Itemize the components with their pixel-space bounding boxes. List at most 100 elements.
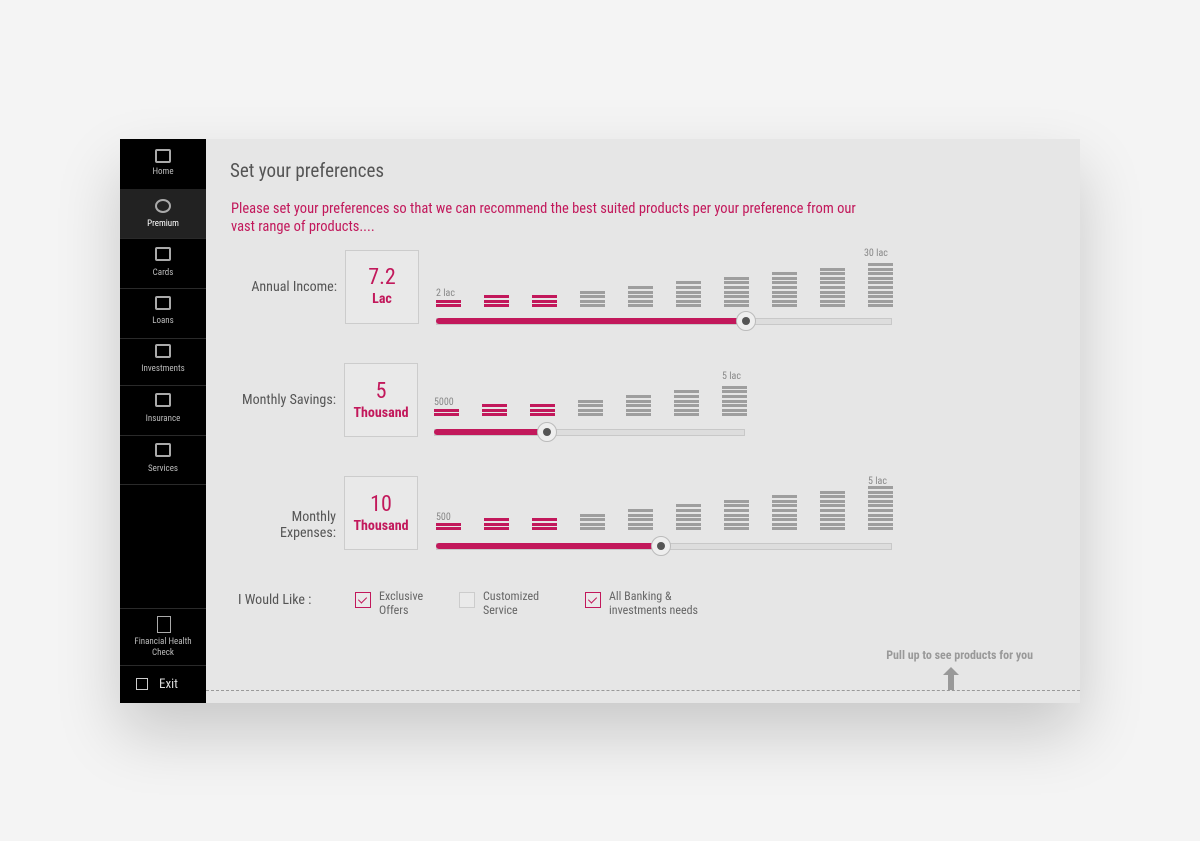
dashed-line [206,690,1080,691]
stack-bar [772,272,797,276]
nav-item[interactable]: Loans [152,316,174,326]
stack-bar [628,513,653,517]
stack-bar [722,413,747,417]
stack-bar [820,276,845,280]
stack-bar [724,281,749,285]
stack-bar [772,304,797,308]
exit[interactable]: Exit [159,677,178,692]
stack-bar [676,527,701,531]
stack-bar [724,304,749,308]
stack-bar [772,281,797,285]
stack-bar [676,304,701,308]
stack-bar [530,404,555,408]
stack-bar [676,518,701,522]
stack-bar [724,509,749,512]
stack-bar [578,399,603,403]
stack-bar [676,513,701,517]
stack-bar [434,408,459,412]
stack-bar [626,395,651,398]
checkbox[interactable] [585,592,601,608]
slider-handle[interactable] [537,422,557,442]
stack-bar [820,504,845,508]
min-label: 2 lac [436,288,455,299]
stack-bar [724,504,749,508]
stack-bar [578,408,603,412]
option-label[interactable]: Customized Service [483,589,540,617]
checkbox[interactable] [355,592,371,608]
min-label: 500 [436,512,451,523]
stack-bar [820,527,845,531]
panel [120,139,1080,703]
stack-bar [724,276,749,280]
handle-dot [657,542,665,550]
stack-bar [868,286,893,289]
nav-icon [155,199,171,213]
max-label: 5 lac [868,476,887,487]
stack-bar [676,509,701,512]
stack-bar [580,295,605,299]
stack-bar [868,263,893,266]
nav-item[interactable]: Cards [152,268,174,278]
stack-bar [820,490,845,494]
stack-bar [868,490,893,494]
checkbox[interactable] [459,592,475,608]
separator [120,608,206,609]
stack-bar [436,304,461,308]
nav-item[interactable]: Insurance [145,414,181,424]
stack-bar [532,527,557,531]
stack-bar [674,399,699,403]
max-label: 30 lac [864,248,888,259]
slider-handle[interactable] [651,536,671,556]
min-label: 5000 [434,397,454,408]
track-fill [434,429,547,435]
stack-bar [580,527,605,531]
stack-bar [674,408,699,412]
stack-bar [676,522,701,526]
stack-bar [434,413,459,417]
stack-bar [674,390,699,394]
nav-icon [155,149,171,163]
stack-bar [676,504,701,508]
handle-dot [742,317,750,325]
stack-bar [820,513,845,517]
option-label[interactable]: Exclusive Offers [379,589,424,617]
stack-bar [532,522,557,526]
intro: Please set your preferences so that we c… [231,200,856,235]
nav-item[interactable]: Services [147,464,179,474]
stack-bar [820,499,845,503]
stack-bar [724,295,749,299]
option-label[interactable]: All Banking & investments needs [609,589,699,617]
stack-bar [626,413,651,417]
stack-bar [772,509,797,512]
slider-label: Annual Income: [251,279,337,295]
stack-bar [868,304,893,308]
track-fill [436,543,661,549]
nav-icon [155,344,171,358]
unit: Lac [372,291,392,307]
stack-bar [868,509,893,512]
stack-bar [820,295,845,299]
stack-bar [580,290,605,294]
stack-bar [676,281,701,285]
stack-bar [482,404,507,408]
nav-item[interactable]: Home [152,167,174,177]
stack-bar [532,299,557,303]
health-check[interactable]: Financial Health Check [134,637,192,658]
nav-item[interactable]: Investments [141,364,185,374]
stack-bar [580,299,605,303]
stack-bar [772,499,797,503]
stack-bar [772,527,797,531]
separator [120,288,206,289]
stack-bar [868,272,893,276]
nav-item[interactable]: Premium [147,219,179,229]
unit: Thousand [353,405,409,421]
stack-bar [578,413,603,417]
unit: Thousand [353,518,409,534]
separator [120,435,206,436]
stack-bar [868,513,893,517]
stack-bar [868,504,893,508]
slider-handle[interactable] [736,311,756,331]
stack-bar [484,295,509,299]
stack-bar [724,299,749,303]
